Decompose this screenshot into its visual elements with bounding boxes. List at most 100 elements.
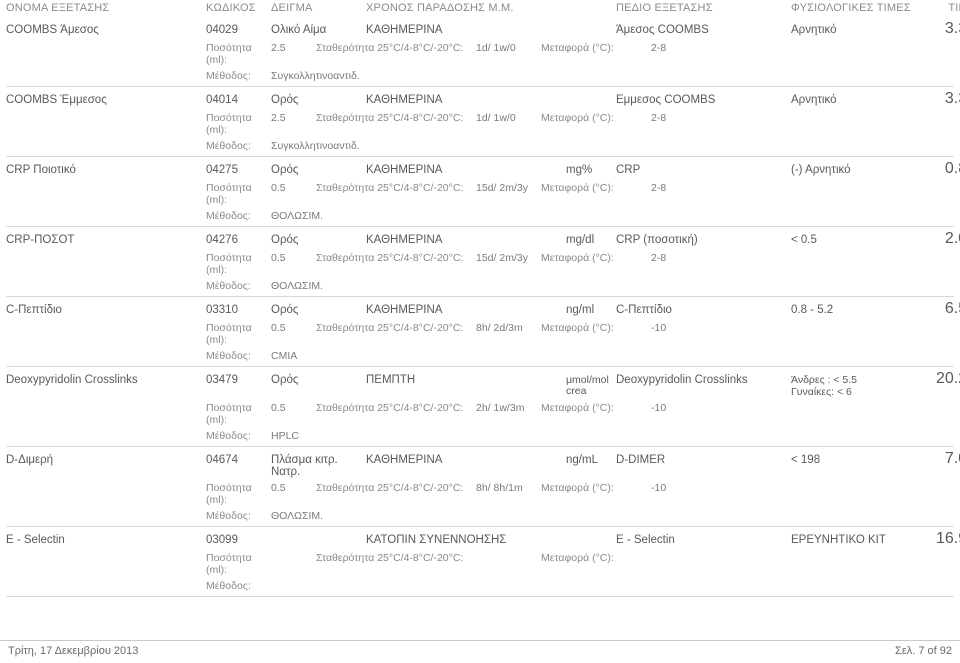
test-name: D-Διμερή: [6, 454, 206, 466]
trans-label: Μεταφορά (°C):: [541, 402, 651, 426]
method-label: Μέθοδος:: [206, 70, 271, 82]
trans-value: 2-8: [651, 252, 731, 276]
test-name: COOMBS Άμεσος: [6, 24, 206, 36]
trans-value: 2-8: [651, 182, 731, 206]
stab-label: Σταθερότητα 25°C/4-8°C/-20°C:: [316, 112, 476, 136]
qty-value: [271, 552, 316, 576]
test-ranges: < 198: [791, 454, 931, 466]
stab-label: Σταθερότητα 25°C/4-8°C/-20°C:: [316, 552, 476, 576]
test-field: Deoxypyridolin Crosslinks: [616, 374, 791, 386]
test-name: E - Selectin: [6, 534, 206, 546]
test-row: CRP-ΠΟΣΟΤ04276ΟρόςΚΑΘΗΜΕΡΙΝΑmg/dlCRP (πο…: [6, 227, 954, 297]
method-value: Συγκολλητινοαντιδ.: [271, 140, 954, 152]
test-name: C-Πεπτίδιο: [6, 304, 206, 316]
method-value: [271, 580, 954, 592]
hdr-code: ΚΩΔΙΚΟΣ: [206, 2, 271, 14]
test-sample: Ορός: [271, 304, 366, 316]
method-label: Μέθοδος:: [206, 140, 271, 152]
test-sample: Ορός: [271, 234, 366, 246]
method-value: ΘΟΛΩΣΙΜ.: [271, 280, 954, 292]
stab-value: 1d/ 1w/0: [476, 42, 541, 66]
test-unit: μmol/molcrea: [566, 375, 616, 396]
hdr-delivery: ΧΡΟΝΟΣ ΠΑΡΑΔΟΣΗΣ Μ.Μ.: [366, 2, 566, 14]
qty-label: Ποσότητα (ml):: [206, 252, 271, 276]
trans-label: Μεταφορά (°C):: [541, 322, 651, 346]
trans-label: Μεταφορά (°C):: [541, 182, 651, 206]
stab-label: Σταθερότητα 25°C/4-8°C/-20°C:: [316, 252, 476, 276]
test-ranges: 0.8 - 5.2: [791, 304, 931, 316]
test-unit: ng/mL: [566, 454, 616, 466]
test-field: D-DIMER: [616, 454, 791, 466]
trans-value: 2-8: [651, 42, 731, 66]
test-code: 04275: [206, 164, 271, 176]
hdr-name: ΟΝΟΜΑ ΕΞΕΤΑΣΗΣ: [6, 2, 206, 14]
method-label: Μέθοδος:: [206, 280, 271, 292]
qty-label: Ποσότητα (ml):: [206, 402, 271, 426]
test-ranges: Άνδρες : < 5.5Γυναίκες: < 6: [791, 374, 931, 398]
test-field: CRP: [616, 164, 791, 176]
qty-value: 0.5: [271, 252, 316, 276]
test-code: 04276: [206, 234, 271, 246]
column-headers: ΟΝΟΜΑ ΕΞΕΤΑΣΗΣ ΚΩΔΙΚΟΣ ΔΕΙΓΜΑ ΧΡΟΝΟΣ ΠΑΡ…: [6, 0, 954, 17]
stab-label: Σταθερότητα 25°C/4-8°C/-20°C:: [316, 402, 476, 426]
footer-page: Σελ. 7 of 92: [895, 645, 952, 657]
qty-value: 0.5: [271, 182, 316, 206]
qty-label: Ποσότητα (ml):: [206, 112, 271, 136]
test-delivery: ΚΑΘΗΜΕΡΙΝΑ: [366, 234, 566, 246]
stab-label: Σταθερότητα 25°C/4-8°C/-20°C:: [316, 482, 476, 506]
qty-value: 0.5: [271, 322, 316, 346]
test-delivery: ΚΑΘΗΜΕΡΙΝΑ: [366, 164, 566, 176]
method-label: Μέθοδος:: [206, 210, 271, 222]
test-code: 03099: [206, 534, 271, 546]
test-sample: Ορός: [271, 164, 366, 176]
test-delivery: ΚΑΘΗΜΕΡΙΝΑ: [366, 24, 566, 36]
method-label: Μέθοδος:: [206, 580, 271, 592]
test-price: 7.00: [931, 450, 960, 468]
test-field: Άμεσος COOMBS: [616, 24, 791, 36]
test-row: C-Πεπτίδιο03310ΟρόςΚΑΘΗΜΕΡΙΝΑng/mlC-Πεπτ…: [6, 297, 954, 367]
stab-value: 8h/ 2d/3m: [476, 322, 541, 346]
test-sample: Ορός: [271, 374, 366, 386]
test-delivery: ΠΕΜΠΤΗ: [366, 374, 566, 386]
trans-value: -10: [651, 482, 731, 506]
method-value: CMIA: [271, 350, 954, 362]
page: ΟΝΟΜΑ ΕΞΕΤΑΣΗΣ ΚΩΔΙΚΟΣ ΔΕΙΓΜΑ ΧΡΟΝΟΣ ΠΑΡ…: [0, 0, 960, 597]
stab-label: Σταθερότητα 25°C/4-8°C/-20°C:: [316, 42, 476, 66]
trans-label: Μεταφορά (°C):: [541, 252, 651, 276]
qty-label: Ποσότητα (ml):: [206, 552, 271, 576]
test-unit: ng/ml: [566, 304, 616, 316]
method-label: Μέθοδος:: [206, 430, 271, 442]
hdr-field: ΠΕΔΙΟ ΕΞΕΤΑΣΗΣ: [616, 2, 791, 14]
hdr-sample: ΔΕΙΓΜΑ: [271, 2, 366, 14]
stab-value: 2h/ 1w/3m: [476, 402, 541, 426]
stab-label: Σταθερότητα 25°C/4-8°C/-20°C:: [316, 182, 476, 206]
test-name: COOMBS Έμμεσος: [6, 94, 206, 106]
test-unit: mg/dl: [566, 234, 616, 246]
test-field: C-Πεπτίδιο: [616, 304, 791, 316]
test-code: 03310: [206, 304, 271, 316]
test-sample: Ολικό Αίμα: [271, 24, 366, 36]
test-price: 3.30: [931, 20, 960, 38]
method-value: HPLC: [271, 430, 954, 442]
test-price: 6.54: [931, 300, 960, 318]
test-ranges: Αρνητικό: [791, 24, 931, 36]
page-footer: Τρίτη, 17 Δεκεμβρίου 2013 Σελ. 7 of 92: [0, 640, 960, 657]
test-ranges: Αρνητικό: [791, 94, 931, 106]
method-value: Συγκολλητινοαντιδ.: [271, 70, 954, 82]
test-row: Deoxypyridolin Crosslinks03479ΟρόςΠΕΜΠΤΗ…: [6, 367, 954, 447]
test-field: Εμμεσος COOMBS: [616, 94, 791, 106]
test-price: 16.96: [931, 530, 960, 548]
stab-value: [476, 552, 541, 576]
stab-value: 8h/ 8h/1m: [476, 482, 541, 506]
test-delivery: ΚΑΘΗΜΕΡΙΝΑ: [366, 304, 566, 316]
test-field: E - Selectin: [616, 534, 791, 546]
test-code: 04674: [206, 454, 271, 466]
test-row: COOMBS Έμμεσος04014ΟρόςΚΑΘΗΜΕΡΙΝΑΕμμεσος…: [6, 87, 954, 157]
hdr-ranges: ΦΥΣΙΟΛΟΓΙΚΕΣ ΤΙΜΕΣ: [791, 2, 931, 14]
test-row: E - Selectin03099ΚΑΤΟΠΙΝ ΣΥΝΕΝΝΟΗΣΗΣE - …: [6, 527, 954, 597]
test-sample: Ορός: [271, 94, 366, 106]
test-unit: mg%: [566, 164, 616, 176]
test-row: CRP Ποιοτικό04275ΟρόςΚΑΘΗΜΕΡΙΝΑmg%CRP(-)…: [6, 157, 954, 227]
method-value: ΘΟΛΩΣΙΜ.: [271, 510, 954, 522]
trans-label: Μεταφορά (°C):: [541, 552, 651, 576]
